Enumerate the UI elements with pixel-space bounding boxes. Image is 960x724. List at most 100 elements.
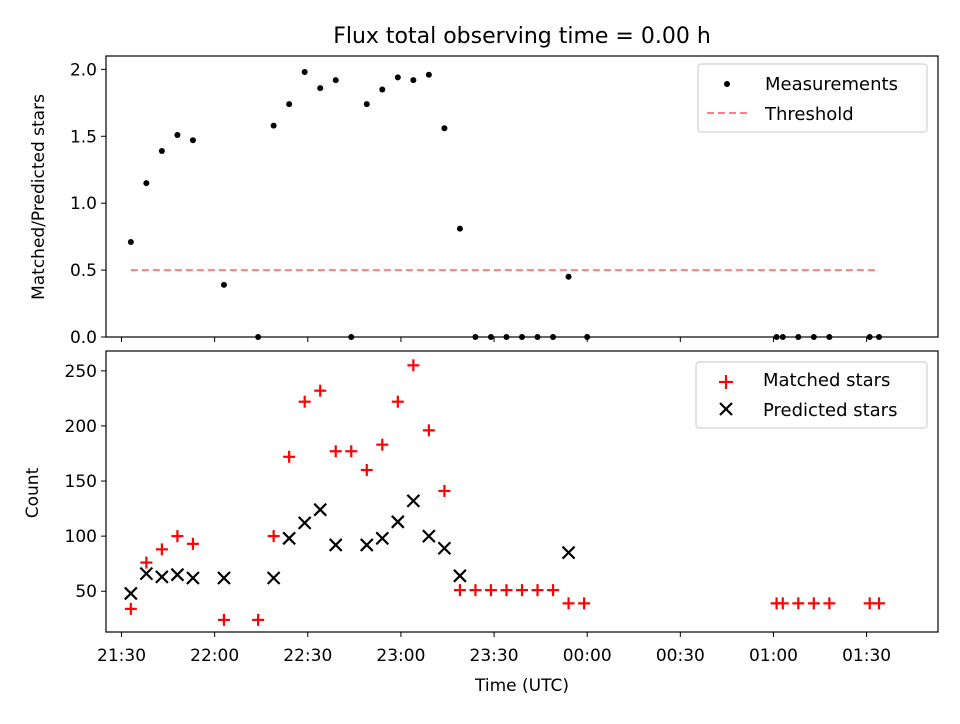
predicted-star-stroke-b <box>124 586 138 601</box>
measurement-point <box>189 137 196 144</box>
predicted-star-point <box>124 586 138 601</box>
matched-star-point <box>345 445 358 458</box>
matched-star-point <box>438 484 451 497</box>
matched-star-point <box>823 597 836 610</box>
predicted-star-point <box>217 571 231 585</box>
predicted-star-point <box>422 529 436 543</box>
measurement-point <box>301 69 308 76</box>
top-plot-area <box>127 69 883 340</box>
matched-star-point <box>267 530 280 543</box>
top-y-ticks: 0.0 0.5 1.0 1.5 2.0 <box>70 60 106 348</box>
bottom-xtick-label: 01:30 <box>842 646 891 666</box>
predicted-star-point <box>437 541 452 556</box>
bottom-ytick-label: 200 <box>65 417 97 437</box>
matched-star-point <box>500 584 513 597</box>
predicted-star-stroke-b <box>282 531 296 546</box>
measurement-point <box>456 225 463 232</box>
predicted-star-point <box>155 570 169 584</box>
predicted-star-stroke-b <box>406 494 421 508</box>
matched-star-point <box>155 543 168 556</box>
predicted-star-point <box>297 516 312 530</box>
predicted-star-stroke-b <box>328 538 343 552</box>
predicted-star-stroke-b <box>155 570 169 584</box>
predicted-star-point <box>266 571 281 585</box>
matched-star-point <box>484 584 497 597</box>
predicted-star-point <box>282 531 296 546</box>
top-legend: Measurements Threshold <box>697 63 928 133</box>
bottom-xtick-label: 23:00 <box>376 646 425 666</box>
top-ytick-label: 0.0 <box>70 328 97 348</box>
bottom-y-ticks: 50 100 150 200 250 <box>65 362 106 602</box>
legend-threshold-label: Threshold <box>764 104 854 125</box>
matched-star-point <box>792 597 805 610</box>
bottom-xtick-label: 00:00 <box>563 646 612 666</box>
matched-star-point <box>776 597 789 610</box>
bottom-xtick-label: 23:30 <box>470 646 519 666</box>
predicted-star-point <box>139 566 154 581</box>
matched-star-point <box>360 464 373 477</box>
predicted-star-point <box>453 569 467 583</box>
matched-star-point <box>807 597 820 610</box>
chart-title: Flux total observing time = 0.00 h <box>333 24 711 49</box>
top-axes-frame <box>105 55 939 338</box>
predicted-star-stroke-b <box>313 502 327 517</box>
measurement-point <box>379 86 386 93</box>
top-ytick-label: 1.0 <box>70 194 97 214</box>
predicted-star-point <box>170 567 185 582</box>
bottom-legend-box <box>695 361 928 429</box>
top-y-axis-label: Matched/Predicted stars <box>29 94 49 300</box>
bottom-xtick-label: 21:30 <box>97 646 146 666</box>
predicted-star-point <box>375 531 390 546</box>
matched-star-point <box>186 537 199 550</box>
bottom-ytick-label: 50 <box>75 582 97 602</box>
measurement-point <box>317 85 324 92</box>
matched-star-point <box>298 395 311 408</box>
predicted-star-stroke-b <box>359 538 374 552</box>
measurement-point <box>127 238 134 245</box>
measurement-point <box>158 148 165 155</box>
legend-matched-label: Matched stars <box>763 370 890 391</box>
measurement-point <box>425 71 432 78</box>
matched-star-point <box>252 613 265 626</box>
matched-star-point <box>376 438 389 451</box>
legend-measurements-marker <box>724 81 730 87</box>
measurement-point <box>270 122 277 129</box>
measurement-point <box>441 125 448 132</box>
predicted-star-point <box>328 538 343 552</box>
legend-predicted-marker <box>719 402 733 416</box>
predicted-star-point <box>406 494 421 508</box>
matched-star-point <box>516 584 528 597</box>
top-legend-box <box>697 63 928 133</box>
predicted-star-point <box>561 545 576 560</box>
bottom-ytick-label: 100 <box>65 527 97 547</box>
predicted-star-point <box>313 502 327 517</box>
predicted-star-stroke-b <box>375 531 390 546</box>
x-axis-label: Time (UTC) <box>474 676 569 696</box>
top-x-ticks <box>121 337 868 342</box>
top-ytick-label: 1.5 <box>70 127 97 147</box>
matched-star-point <box>283 450 296 463</box>
measurement-point <box>286 101 293 108</box>
matched-star-point <box>531 584 544 597</box>
matched-star-point <box>873 597 886 610</box>
top-panel: 0.00.51.01.52.0 Matched/Predicted stars … <box>29 55 939 348</box>
bottom-xtick-label: 01:00 <box>749 646 798 666</box>
predicted-star-stroke-b <box>186 571 200 585</box>
bottom-panel: 50 100 150 200 250 21:30 22:00 22:30 23:00 23:30… <box>23 350 939 696</box>
bottom-legend: Matched stars Predicted stars <box>695 361 928 429</box>
matched-star-point <box>469 584 482 597</box>
matched-star-point <box>391 395 404 408</box>
matched-star-point <box>453 584 466 597</box>
matched-star-point <box>217 613 230 626</box>
bottom-x-ticks: 21:30 22:00 22:30 23:00 23:30 00:00 00:30 01:00… <box>97 632 891 666</box>
measurement-point <box>410 77 417 84</box>
matched-star-point <box>547 584 560 597</box>
matched-star-point <box>578 597 591 610</box>
bottom-y-axis-label: Count <box>23 467 43 518</box>
predicted-star-stroke-b <box>422 529 436 543</box>
top-ytick-label: 0.5 <box>70 261 97 281</box>
bottom-plot-area <box>124 359 886 626</box>
matched-star-point <box>407 359 420 372</box>
legend-matched-marker <box>719 375 733 389</box>
